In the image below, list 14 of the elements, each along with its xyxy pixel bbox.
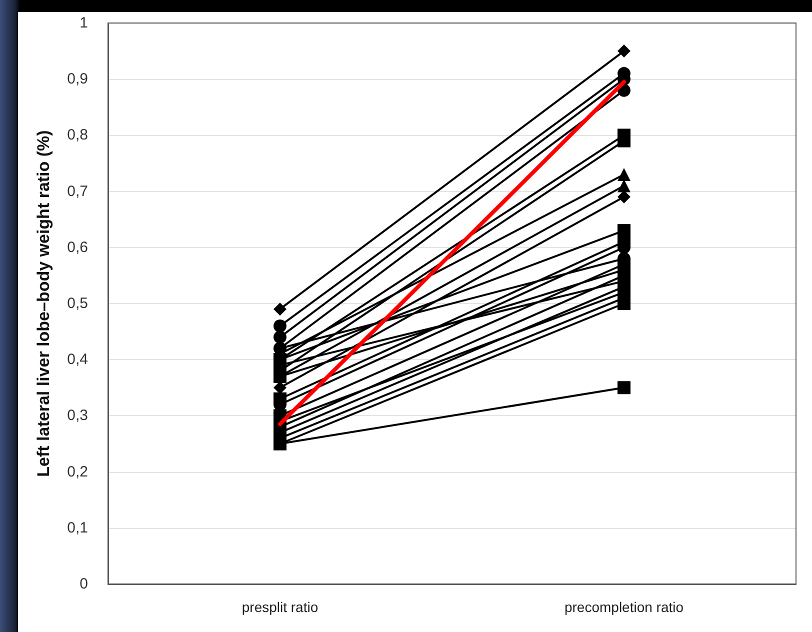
- y-tick-label: 1: [80, 14, 88, 32]
- x-tick-label: presplit ratio: [242, 599, 318, 615]
- y-tick-label: 0,1: [67, 519, 88, 536]
- y-tick-label: 0: [80, 576, 88, 592]
- y-tick-label: 0,7: [67, 182, 88, 200]
- y-tick-label: 0,4: [67, 351, 88, 368]
- y-tick-label: 0,2: [67, 463, 88, 480]
- y-tick-label: 0,3: [67, 407, 88, 424]
- y-tick-label: 0,9: [67, 70, 88, 88]
- y-tick-label: 0,8: [67, 126, 88, 144]
- x-tick-label: precompletion ratio: [564, 599, 684, 615]
- y-axis-title: Left lateral liver lobe–body weight ratio (%): [34, 130, 53, 477]
- y-tick-label: 0,6: [67, 238, 88, 256]
- y-tick-label: 0,5: [67, 295, 88, 312]
